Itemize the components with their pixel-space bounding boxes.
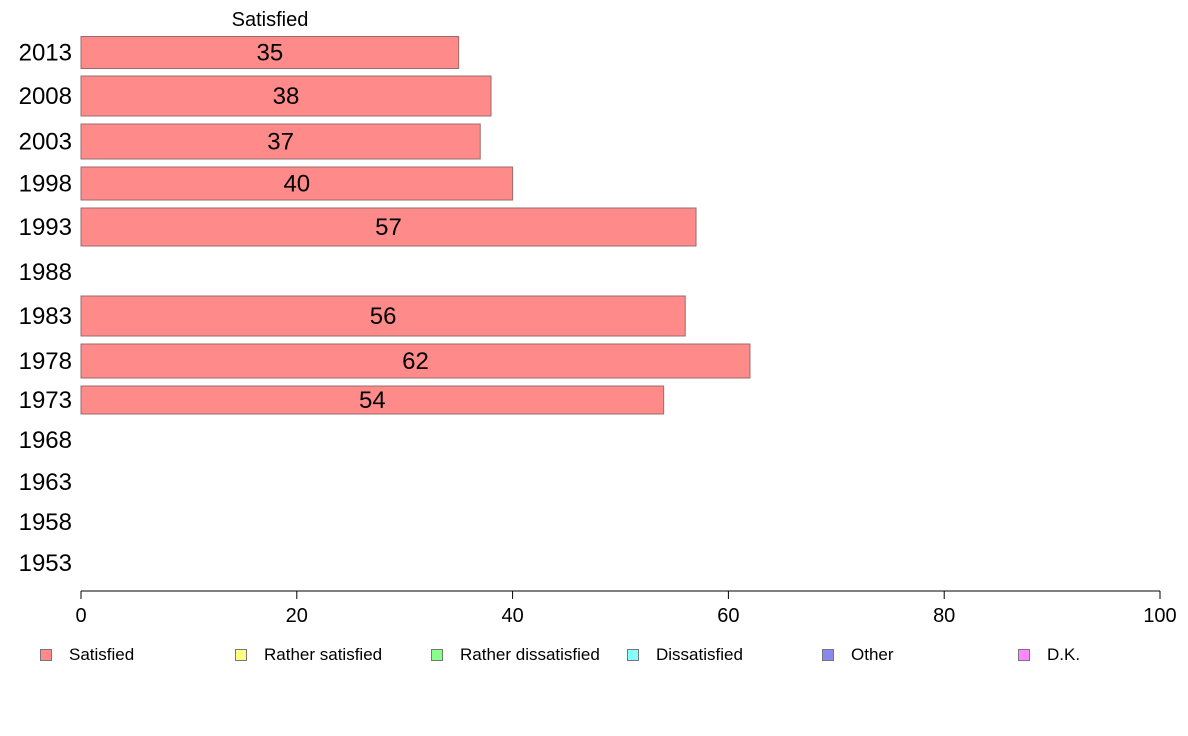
bar-value-label: 37 <box>267 129 294 156</box>
bar-value-label: 35 <box>256 40 283 67</box>
y-tick-label: 1963 <box>19 469 72 496</box>
legend-item: Rather dissatisfied <box>431 640 600 670</box>
bar <box>80 123 481 160</box>
y-tick-label: 1988 <box>19 259 72 286</box>
legend-swatch <box>627 649 639 661</box>
legend-swatch <box>822 649 834 661</box>
legend-item: Rather satisfied <box>235 640 382 670</box>
legend-label: Rather satisfied <box>264 645 383 664</box>
legend-swatch <box>1018 649 1030 661</box>
legend-item: D.K. <box>1018 640 1080 670</box>
x-tick-label: 0 <box>75 605 86 627</box>
legend: Satisfied Rather satisfied Rather dissatis… <box>0 640 1188 670</box>
legend-label: Satisfied <box>69 645 135 664</box>
legend-label: Dissatisfied <box>656 645 743 664</box>
legend-item: Other <box>822 640 894 670</box>
bar-value-label: 62 <box>402 348 429 375</box>
legend-item: Dissatisfied <box>627 640 743 670</box>
y-tick-label: 1993 <box>19 214 72 241</box>
y-tick-label: 1978 <box>19 348 72 375</box>
y-tick-label: 1953 <box>19 550 72 577</box>
bar-value-label: 56 <box>370 303 397 330</box>
x-tick-label: 100 <box>1143 605 1176 627</box>
legend-label: Other <box>851 645 894 664</box>
y-tick-label: 1968 <box>19 427 72 454</box>
legend-swatch <box>235 649 247 661</box>
bar <box>80 385 665 415</box>
legend-label: Rather dissatisfied <box>460 645 600 664</box>
x-tick-label: 20 <box>286 605 308 627</box>
y-tick-label: 2008 <box>19 83 72 110</box>
bar-value-label: 38 <box>273 83 300 110</box>
y-tick-label: 1998 <box>19 171 72 198</box>
bar <box>80 207 697 247</box>
y-tick-label: 1983 <box>19 303 72 330</box>
y-tick-label: 2003 <box>19 129 72 156</box>
bar <box>80 75 492 117</box>
legend-swatch <box>40 649 52 661</box>
legend-item: Satisfied <box>40 640 134 670</box>
bar <box>80 295 686 337</box>
y-tick-label: 2013 <box>19 40 72 67</box>
legend-swatch <box>431 649 443 661</box>
bar-value-label: 57 <box>375 214 402 241</box>
bar <box>80 343 751 379</box>
series-header: Satisfied <box>232 9 309 31</box>
x-tick-label: 80 <box>933 605 955 627</box>
bar-value-label: 40 <box>283 171 310 198</box>
bar <box>80 166 514 201</box>
legend-label: D.K. <box>1047 645 1081 664</box>
bar-value-label: 54 <box>359 387 386 414</box>
x-tick-label: 60 <box>717 605 739 627</box>
x-tick-label: 40 <box>501 605 523 627</box>
bar <box>80 36 460 69</box>
y-tick-label: 1973 <box>19 387 72 414</box>
y-tick-label: 1958 <box>19 509 72 536</box>
